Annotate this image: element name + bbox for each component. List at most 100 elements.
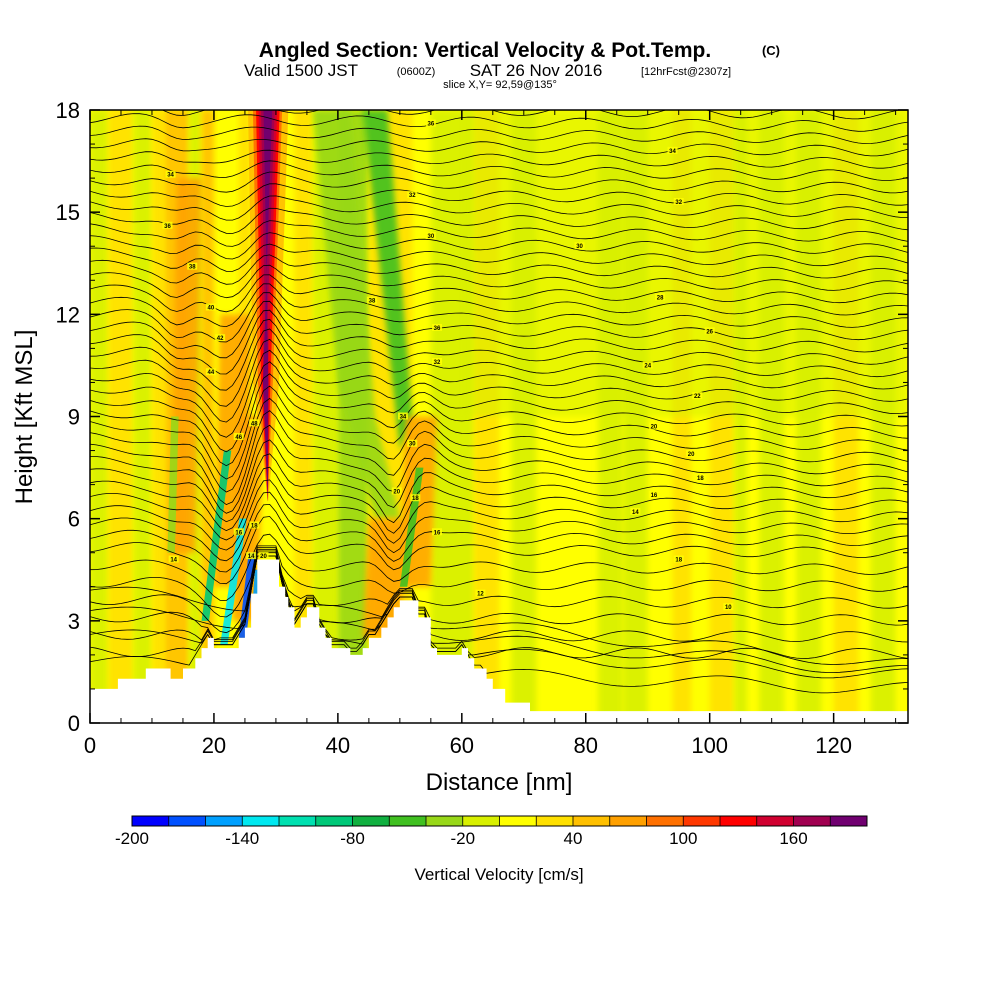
x-tick-label: 40	[326, 733, 350, 758]
contour-label: 34	[167, 173, 174, 179]
colorbar: -200 -140 -80 -20 40 100 160	[115, 815, 868, 848]
x-tick-label: 60	[450, 733, 474, 758]
contour-label-bg	[205, 303, 216, 311]
contour-label-bg	[704, 327, 715, 335]
pot-temp-contour	[90, 361, 908, 453]
pot-temp-contour	[90, 555, 908, 673]
forecast-info: [12hrFcst@2307z]	[641, 66, 731, 78]
pot-temp-contour	[90, 397, 908, 493]
contour-label-bg	[425, 119, 436, 127]
contour-label: 18	[697, 476, 704, 482]
colorbar-swatch	[205, 816, 243, 826]
y-tick-label: 15	[56, 200, 80, 225]
y-tick-label: 18	[56, 98, 80, 123]
downdraft-streak	[220, 518, 247, 645]
contour-label-bg	[246, 552, 257, 560]
colorbar-swatch	[573, 816, 611, 826]
contour-label: 30	[576, 244, 583, 250]
slice-info: slice X,Y= 92,59@135°	[443, 79, 557, 91]
contour-label-bg	[187, 262, 198, 270]
y-tick-label: 12	[56, 302, 80, 327]
colorbar-swatch	[609, 816, 647, 826]
pot-temp-contour	[90, 292, 908, 343]
contour-label: 16	[235, 530, 242, 536]
colorbar-tick-label: -80	[340, 829, 365, 848]
y-tick-label: 6	[68, 507, 80, 532]
colorbar-label: Vertical Velocity [cm/s]	[414, 865, 583, 884]
x-tick-label: 20	[202, 733, 226, 758]
colorbar-swatch	[499, 816, 537, 826]
pot-temp-contour	[90, 171, 908, 194]
contour-label: 16	[434, 530, 441, 536]
pot-temp-contour	[90, 232, 908, 260]
contour-label: 40	[207, 306, 214, 312]
colorbar-swatch	[793, 816, 831, 826]
velocity-field	[90, 110, 908, 723]
pot-temp-contour	[90, 545, 908, 618]
x-axis-label: Distance [nm]	[426, 769, 573, 796]
x-tick-label: 120	[815, 733, 852, 758]
pot-temp-contour	[90, 220, 908, 247]
velocity-band	[294, 110, 314, 723]
contour-label: 32	[434, 360, 441, 366]
colorbar-tick-label: 100	[669, 829, 697, 848]
contour-label: 44	[207, 370, 214, 376]
pot-temp-contour	[90, 491, 908, 562]
downdraft-band	[362, 110, 413, 451]
contour-label: 30	[409, 442, 416, 448]
pot-temp-contour	[90, 328, 908, 407]
contour-label-bg	[366, 296, 377, 304]
pot-temp-contour	[90, 207, 908, 234]
contour-label: 42	[217, 336, 224, 342]
colorbar-swatch	[426, 816, 464, 826]
pot-temp-contour	[90, 439, 908, 523]
colorbar-tick-label: -20	[450, 829, 475, 848]
contour-label-bg	[249, 521, 260, 529]
colorbar-swatch	[279, 816, 317, 826]
contour-label: 18	[412, 496, 419, 502]
contour-label-bg	[673, 555, 684, 563]
pot-temp-contour	[90, 550, 908, 643]
velocity-band	[151, 110, 165, 723]
pot-temp-contour	[90, 552, 908, 659]
colorbar-swatch	[536, 816, 574, 826]
pot-temp-contour	[90, 243, 908, 272]
contour-label: 46	[235, 435, 242, 441]
updraft-plume	[262, 110, 273, 502]
contour-label-bg	[162, 221, 173, 229]
contour-label: 32	[675, 200, 682, 206]
pot-temp-contour	[90, 373, 908, 467]
contour-label-bg	[648, 422, 659, 430]
contour-label-bg	[432, 528, 443, 536]
colorbar-tick-label: 160	[779, 829, 807, 848]
colorbar-swatch	[242, 816, 280, 826]
contour-label-bg	[673, 197, 684, 205]
y-tick-label: 3	[68, 609, 80, 634]
contour-label: 20	[393, 489, 400, 495]
contour-label: 32	[409, 193, 416, 199]
plot-area: 1012141618141618202022242628303234363032…	[56, 98, 909, 758]
contour-label: 36	[164, 224, 171, 230]
contour-label-bg	[432, 323, 443, 331]
chart-title: Angled Section: Vertical Velocity & Pot.…	[259, 39, 711, 62]
terrain	[90, 559, 908, 723]
pot-temp-contour	[90, 424, 908, 514]
contour-label-bg	[233, 528, 244, 536]
pot-temp-contour	[90, 264, 908, 299]
contour-label-bg	[475, 589, 486, 597]
pot-temp-contour	[90, 195, 908, 221]
pot-temp-contours	[90, 110, 908, 694]
contour-label: 36	[434, 326, 441, 332]
updraft-plume	[261, 110, 275, 502]
valid-date: SAT 26 Nov 2016	[470, 61, 603, 80]
colorbar-swatch	[389, 816, 427, 826]
contour-label: 14	[248, 554, 255, 560]
contour-label-bg	[695, 473, 706, 481]
pot-temp-contour	[90, 479, 908, 551]
contour-label: 18	[251, 523, 258, 529]
colorbar-swatch	[646, 816, 684, 826]
pot-temp-contour	[90, 385, 908, 480]
colorbar-swatch	[830, 816, 868, 826]
